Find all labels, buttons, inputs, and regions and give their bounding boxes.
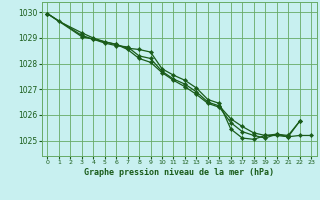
X-axis label: Graphe pression niveau de la mer (hPa): Graphe pression niveau de la mer (hPa) [84,168,274,177]
